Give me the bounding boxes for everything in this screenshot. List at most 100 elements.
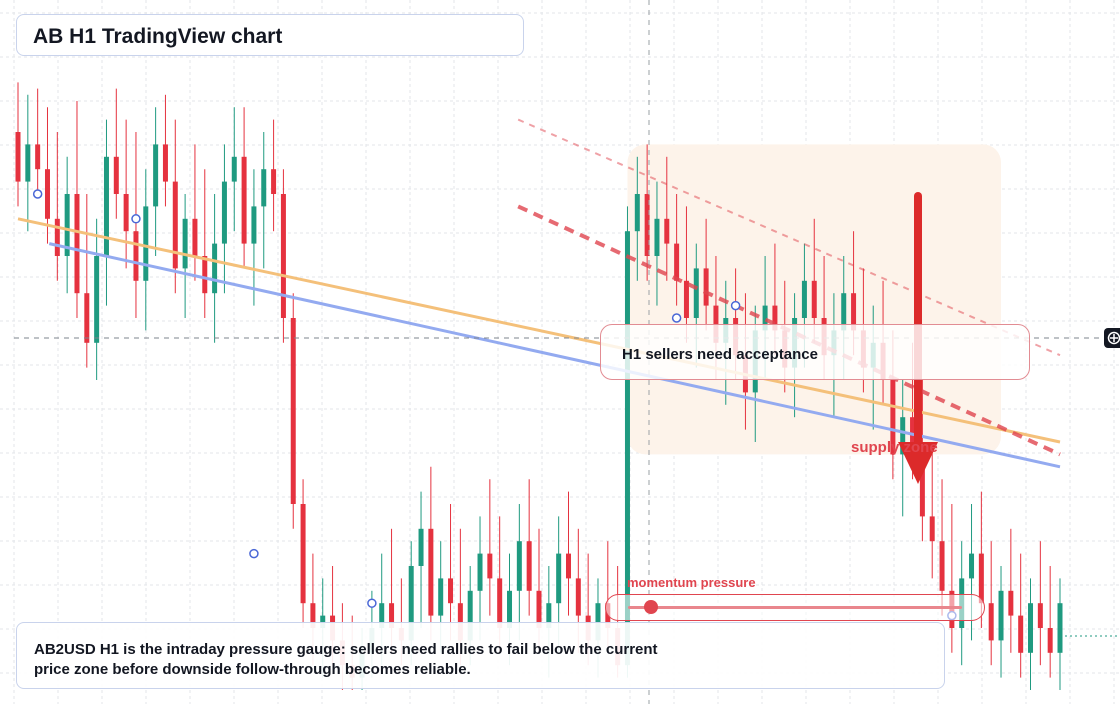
candle-body xyxy=(123,194,129,232)
candle xyxy=(54,132,60,281)
candle-body xyxy=(202,256,208,294)
candle-body xyxy=(683,280,689,318)
candle xyxy=(15,82,21,207)
chart-title-card: AB H1 TradingView chart xyxy=(16,14,524,56)
candle-body xyxy=(1008,590,1014,616)
candle-body xyxy=(595,603,601,641)
description-text: AB2USD H1 is the intraday pressure gauge… xyxy=(34,641,658,678)
candle xyxy=(84,194,90,368)
candle xyxy=(949,504,955,653)
candle-body xyxy=(153,144,159,207)
candle-body xyxy=(900,417,906,455)
signal-marker xyxy=(131,214,141,224)
candle-body xyxy=(280,194,286,318)
candle-body xyxy=(113,156,119,194)
callout-text: H1 sellers need acceptance xyxy=(622,346,818,363)
candle-body xyxy=(133,231,139,281)
candle-body xyxy=(300,504,306,604)
sellers-callout: H1 sellers need acceptance xyxy=(600,324,1030,380)
candle xyxy=(94,218,100,380)
chart-title: AB H1 TradingView chart xyxy=(33,25,283,48)
candle xyxy=(654,181,660,306)
candle-body xyxy=(841,293,847,331)
candle xyxy=(418,491,424,628)
candle-body xyxy=(74,194,80,294)
candle-body xyxy=(624,231,630,666)
candle xyxy=(143,169,149,331)
candle-body xyxy=(929,516,935,542)
candle-body xyxy=(575,578,581,616)
candle-body xyxy=(664,218,670,244)
candle-body xyxy=(54,218,60,256)
candle xyxy=(251,169,257,306)
candle-body xyxy=(674,243,680,281)
candle-body xyxy=(192,218,198,256)
candle xyxy=(1018,553,1024,678)
momentum-gauge[interactable] xyxy=(605,594,985,621)
candle xyxy=(44,107,50,244)
candle xyxy=(231,107,237,232)
candle-body xyxy=(1018,615,1024,653)
candle-body xyxy=(320,615,326,628)
momentum-track-line xyxy=(628,606,962,609)
candle-body xyxy=(919,442,925,517)
candle-body xyxy=(271,169,277,194)
candle xyxy=(516,504,522,641)
candle-body xyxy=(644,194,650,256)
candle xyxy=(674,194,680,306)
candle-body xyxy=(969,553,975,579)
candle-body xyxy=(94,256,100,343)
candle-body xyxy=(182,218,188,269)
candle-body xyxy=(84,293,90,343)
candle-body xyxy=(438,578,444,616)
candle xyxy=(1057,578,1063,690)
candle xyxy=(683,206,689,343)
candle-body xyxy=(910,417,916,442)
candle-body xyxy=(221,181,227,244)
candle-body xyxy=(428,528,434,616)
candle-body xyxy=(939,541,945,591)
description-card: AB2USD H1 is the intraday pressure gauge… xyxy=(16,622,945,689)
candle xyxy=(290,293,296,529)
candle-body xyxy=(772,305,778,331)
signal-marker xyxy=(32,189,43,199)
candle-body xyxy=(811,280,817,318)
candle xyxy=(25,94,31,232)
candle-body xyxy=(103,156,109,256)
candle xyxy=(280,169,286,343)
candle xyxy=(1037,541,1043,666)
candle-body xyxy=(1047,628,1053,653)
candle-body xyxy=(654,218,660,256)
candle xyxy=(153,107,159,256)
momentum-knob[interactable] xyxy=(644,600,659,614)
candle xyxy=(1008,528,1014,653)
candle xyxy=(1028,578,1034,690)
candle xyxy=(664,156,670,281)
candle-body xyxy=(261,169,267,207)
candle xyxy=(811,218,817,343)
candle xyxy=(162,94,168,207)
candle-body xyxy=(408,566,414,641)
fast-moving-average-line xyxy=(17,217,1061,444)
candle xyxy=(123,119,129,269)
candle-body xyxy=(290,318,296,504)
momentum-label: momentum pressure xyxy=(627,575,756,590)
candle xyxy=(526,479,532,616)
signal-marker xyxy=(249,548,259,559)
candle-body xyxy=(890,380,896,455)
candle xyxy=(241,107,247,269)
candle-body xyxy=(251,206,257,244)
candle xyxy=(261,132,267,269)
candle-body xyxy=(998,590,1004,641)
signal-marker xyxy=(367,598,377,608)
candle-body xyxy=(162,144,168,182)
candle xyxy=(172,119,178,294)
supply-zone-label: supply zone xyxy=(851,439,938,456)
candle xyxy=(35,88,41,194)
candle-body xyxy=(801,280,807,318)
crosshair-plus-icon[interactable] xyxy=(1104,328,1120,348)
candle-body xyxy=(1057,603,1063,653)
candle-body xyxy=(241,156,247,244)
candle xyxy=(448,504,454,641)
candle-body xyxy=(389,603,395,628)
